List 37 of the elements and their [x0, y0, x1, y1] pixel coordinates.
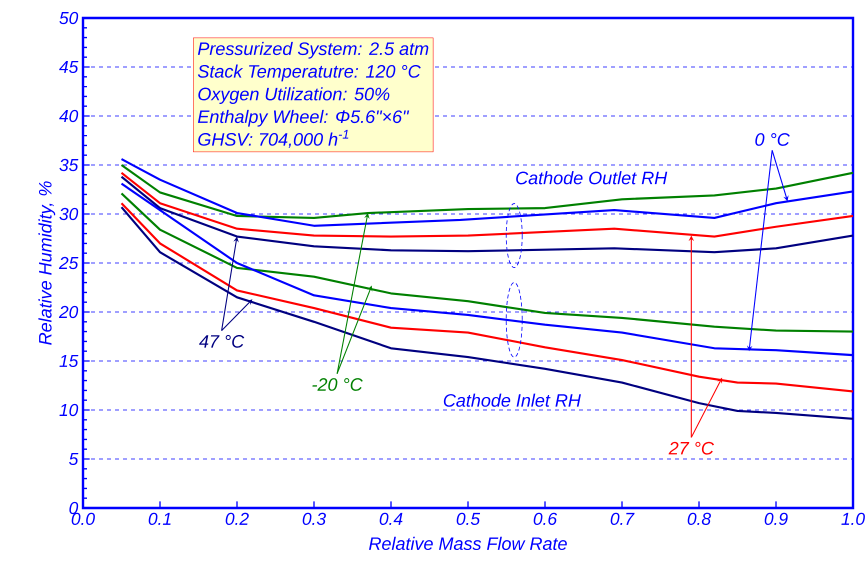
y-tick-label: 5	[69, 452, 78, 466]
line-series	[120, 172, 854, 238]
x-tick-label: 0.9	[764, 512, 788, 525]
x-tick-label: 0.5	[456, 512, 480, 525]
y-tick-label: 30	[59, 208, 78, 220]
y-axis-title: Relative Humidity, %	[38, 181, 56, 345]
annotation: Stack Temperatutre: 120 °C	[198, 64, 421, 82]
annotation: Cathode Inlet RH	[444, 394, 581, 407]
y-tick-label: 20	[58, 306, 78, 318]
y-tick-label: 35	[59, 158, 78, 172]
x-tick-label: 0.8	[688, 512, 711, 525]
x-tick-label: 0.7	[610, 512, 635, 525]
line-series	[120, 164, 854, 219]
annotation: 27 °C	[668, 442, 714, 455]
y-tick-label: 0	[69, 502, 78, 514]
annotation: 47 °C	[199, 335, 244, 348]
x-tick-label: 0.1	[148, 512, 171, 525]
annotation: Enthalpy Wheel: Φ5.6"×6"	[198, 110, 410, 127]
y-tick-label: 40	[59, 110, 78, 122]
x-tick-label: 0.6	[534, 512, 558, 525]
y-tick-label: 15	[59, 354, 78, 368]
x-tick-label: 0.2	[226, 512, 249, 525]
x-axis-title: Relative Mass Flow Rate	[369, 536, 567, 550]
annotation: Pressurized System: 2.5 atm	[198, 42, 428, 59]
y-tick-label: 10	[59, 404, 78, 416]
annotation: Oxygen Utilization: 50%	[198, 87, 390, 104]
y-tick-label: 25	[58, 256, 78, 270]
annotation: 0 °C	[755, 133, 790, 146]
annotation: GHSV: 704,000 h$^{-1}$	[198, 130, 348, 148]
annotation: -20 °C	[312, 378, 363, 391]
y-tick-label: 50	[59, 12, 78, 24]
x-tick-label: 0.0	[72, 512, 95, 525]
x-tick-label: 0.4	[380, 512, 402, 525]
x-tick-label: 1.0	[841, 512, 865, 525]
x-tick-label: 0.3	[302, 512, 326, 525]
y-tick-label: 45	[59, 60, 78, 74]
annotation: Cathode Outlet RH	[516, 171, 668, 184]
